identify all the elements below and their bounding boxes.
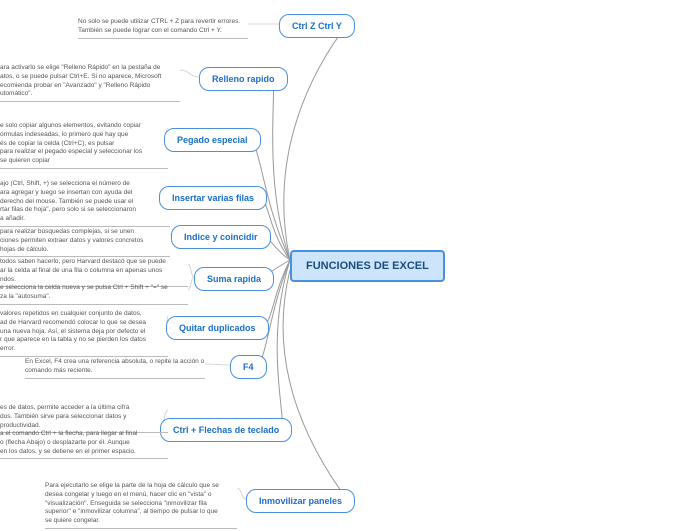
desc-indice-0: para realizar búsquedas complejas, si se… [0,228,170,259]
desc-suma-1: e selecciona la celda nueva y se pulsa C… [0,284,188,307]
center-node: FUNCIONES DE EXCEL [290,250,445,282]
desc-relleno-0: ara activarlo se elige "Relleno Rápido" … [0,64,180,104]
desc-quitar-0: valores repetidos en cualquier conjunto … [0,310,168,359]
branch-f4: F4 [230,355,267,379]
branch-inmovilizar: Inmovilizar paneles [246,489,355,513]
branch-flechas: Ctrl + Flechas de teclado [160,418,292,442]
branch-insertar: Insertar varias filas [159,186,267,210]
desc-pegado-0: e solo copiar algunos elementos, evitand… [0,122,168,171]
desc-f4-0: En Excel, F4 crea una referencia absolut… [25,358,205,381]
branch-ctrlzy: Ctrl Z Ctrl Y [279,14,355,38]
desc-ctrlzy-0: No solo se puede utilizar CTRL + Z para … [78,18,248,41]
desc-flechas-1: a el comando Ctrl + la flecha, para lleg… [0,430,168,461]
branch-relleno: Relleno rapido [199,67,288,91]
branch-suma: Suma rapida [194,267,274,291]
mindmap-canvas: FUNCIONES DE EXCEL Ctrl Z Ctrl Y Relleno … [0,0,696,520]
branch-pegado: Pegado especial [164,128,261,152]
desc-inmovilizar-0: Para ejecutarlo se elige la parte de la … [45,482,237,531]
desc-insertar-0: ajo (Ctrl, Shift, +) se selecciona el nú… [0,180,170,229]
center-label: FUNCIONES DE EXCEL [306,260,429,272]
branch-indice: Indice y coincidir [171,225,271,249]
branch-quitar: Quitar duplicados [166,316,269,340]
